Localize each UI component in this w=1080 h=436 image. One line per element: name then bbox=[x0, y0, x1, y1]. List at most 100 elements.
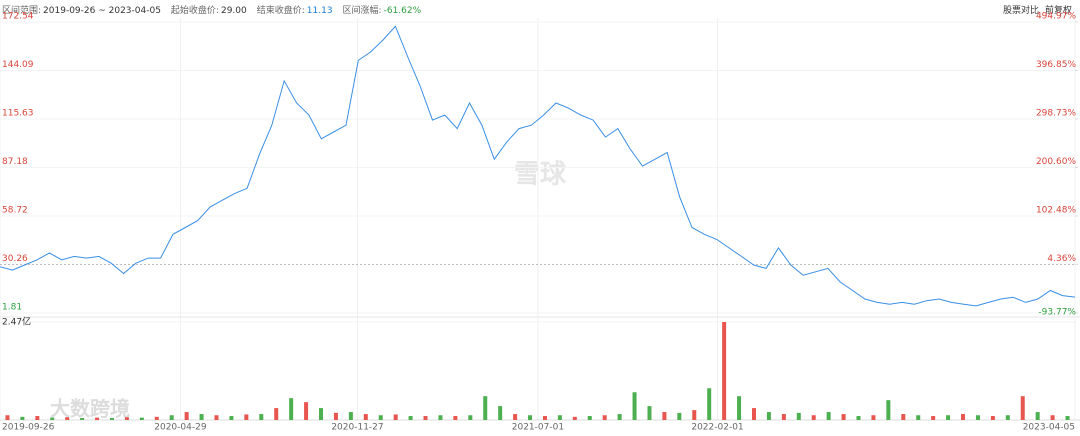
x-tick-label: 2022-02-01 bbox=[691, 423, 743, 433]
volume-bar bbox=[498, 406, 503, 420]
watermark: 雪球 bbox=[514, 160, 567, 190]
x-tick-label: 2019-09-26 bbox=[2, 423, 55, 433]
header-item: 起始收盘价: 29.00 bbox=[171, 6, 247, 16]
volume-bar bbox=[408, 416, 413, 420]
volume-bar bbox=[901, 414, 906, 420]
volume-bar bbox=[348, 412, 353, 420]
header-label: 区间涨幅: bbox=[342, 6, 382, 16]
volume-bar bbox=[35, 416, 40, 420]
volume-bar bbox=[50, 417, 55, 420]
volume-bar bbox=[154, 416, 159, 420]
y-tick-label: 172.54 bbox=[2, 12, 34, 22]
volume-bar bbox=[333, 412, 338, 420]
volume-bar bbox=[109, 418, 114, 420]
volume-bar bbox=[796, 412, 801, 420]
volume-bar bbox=[662, 412, 667, 420]
volume-bar bbox=[1050, 415, 1055, 420]
header-value: 2019-09-26 ~ 2023-04-05 bbox=[43, 6, 161, 16]
header-value: -61.62% bbox=[383, 6, 422, 16]
volume-bar bbox=[542, 416, 547, 420]
volume-bar bbox=[647, 406, 652, 420]
volume-bar bbox=[572, 416, 577, 420]
y-tick-label: 30.26 bbox=[2, 254, 28, 264]
volume-bar bbox=[811, 415, 816, 420]
volume-bar bbox=[169, 415, 174, 420]
header: 区间范围: 2019-09-26 ~ 2023-04-05 起始收盘价: 29.00 结… bbox=[2, 3, 431, 16]
volume-bar bbox=[363, 414, 368, 420]
y2-tick-label: 200.60% bbox=[1036, 157, 1076, 167]
volume-bar bbox=[946, 415, 951, 420]
volume-bar bbox=[587, 416, 592, 420]
volume-bar bbox=[199, 414, 204, 420]
x-tick-label: 2021-07-01 bbox=[512, 423, 564, 433]
volume-bar bbox=[961, 414, 966, 420]
volume-bar bbox=[139, 417, 144, 420]
volume-bar bbox=[244, 414, 249, 420]
volume-bar bbox=[65, 417, 70, 420]
header-item: 区间涨幅: -61.62% bbox=[343, 6, 422, 16]
volume-bar bbox=[5, 415, 10, 420]
header-action[interactable]: 前复权 bbox=[1044, 6, 1072, 16]
header-label: 起始收盘价: bbox=[170, 6, 219, 16]
volume-bar bbox=[1035, 412, 1040, 420]
volume-bar bbox=[916, 415, 921, 420]
volume-bar bbox=[692, 410, 697, 420]
header-actions: 股票对比 前复权 bbox=[997, 3, 1072, 16]
volume-bar bbox=[632, 392, 637, 420]
volume-bar bbox=[453, 416, 458, 420]
volume-bar bbox=[80, 418, 85, 420]
header-label: 区间范围: bbox=[2, 6, 42, 16]
y2-tick-label: 102.48% bbox=[1036, 205, 1076, 215]
y-tick-label: 144.09 bbox=[2, 60, 34, 70]
volume-bar bbox=[1065, 416, 1070, 420]
volume-bar bbox=[393, 414, 398, 420]
header-action[interactable]: 股票对比 bbox=[1002, 6, 1039, 16]
y-tick-label: 1.81 bbox=[2, 303, 22, 313]
volume-bar bbox=[766, 412, 771, 420]
volume-bar bbox=[841, 414, 846, 420]
volume-bar bbox=[677, 412, 682, 420]
header-label: 结束收盘价: bbox=[256, 6, 305, 16]
volume-bar bbox=[751, 408, 756, 420]
y2-tick-label: 4.36% bbox=[1047, 254, 1076, 264]
y2-tick-label: 396.85% bbox=[1036, 60, 1076, 70]
volume-bar bbox=[468, 415, 473, 420]
volume-bar bbox=[124, 417, 129, 420]
volume-bar bbox=[617, 414, 622, 420]
volume-bar bbox=[990, 416, 995, 420]
y-tick-label: 58.72 bbox=[2, 206, 28, 216]
volume-bar bbox=[229, 416, 234, 420]
volume-bar bbox=[856, 416, 861, 420]
volume-bar bbox=[826, 412, 831, 420]
x-tick-label: 2023-04-05 bbox=[1023, 423, 1075, 433]
volume-bar bbox=[214, 415, 219, 420]
volume-bar bbox=[1020, 396, 1025, 420]
volume-bar bbox=[781, 414, 786, 420]
volume-bar bbox=[707, 388, 712, 420]
volume-bar bbox=[931, 416, 936, 420]
header-value: 11.13 bbox=[306, 6, 333, 16]
y-tick-label: 87.18 bbox=[2, 157, 28, 167]
x-tick-label: 2020-11-27 bbox=[331, 423, 383, 433]
x-tick-label: 2020-04-29 bbox=[154, 423, 207, 433]
header-item: 区间范围: 2019-09-26 ~ 2023-04-05 bbox=[2, 6, 161, 16]
volume-bar bbox=[319, 408, 324, 420]
volume-bar bbox=[722, 322, 727, 420]
volume-bar bbox=[20, 416, 25, 420]
header-value: 29.00 bbox=[220, 6, 247, 16]
volume-bar bbox=[274, 408, 279, 420]
volume-bar bbox=[975, 415, 980, 420]
volume-bar bbox=[423, 416, 428, 420]
y2-tick-label: 494.97% bbox=[1036, 12, 1076, 22]
y2-tick-label: -93.77% bbox=[1038, 308, 1076, 318]
header-item: 结束收盘价: 11.13 bbox=[257, 6, 333, 16]
volume-bar bbox=[602, 415, 607, 420]
volume-bar bbox=[289, 398, 294, 420]
watermark: 大数跨境 bbox=[50, 397, 130, 421]
volume-bar bbox=[95, 417, 100, 420]
volume-bar bbox=[259, 414, 264, 420]
volume-bar bbox=[557, 415, 562, 420]
volume-bar bbox=[528, 415, 533, 420]
